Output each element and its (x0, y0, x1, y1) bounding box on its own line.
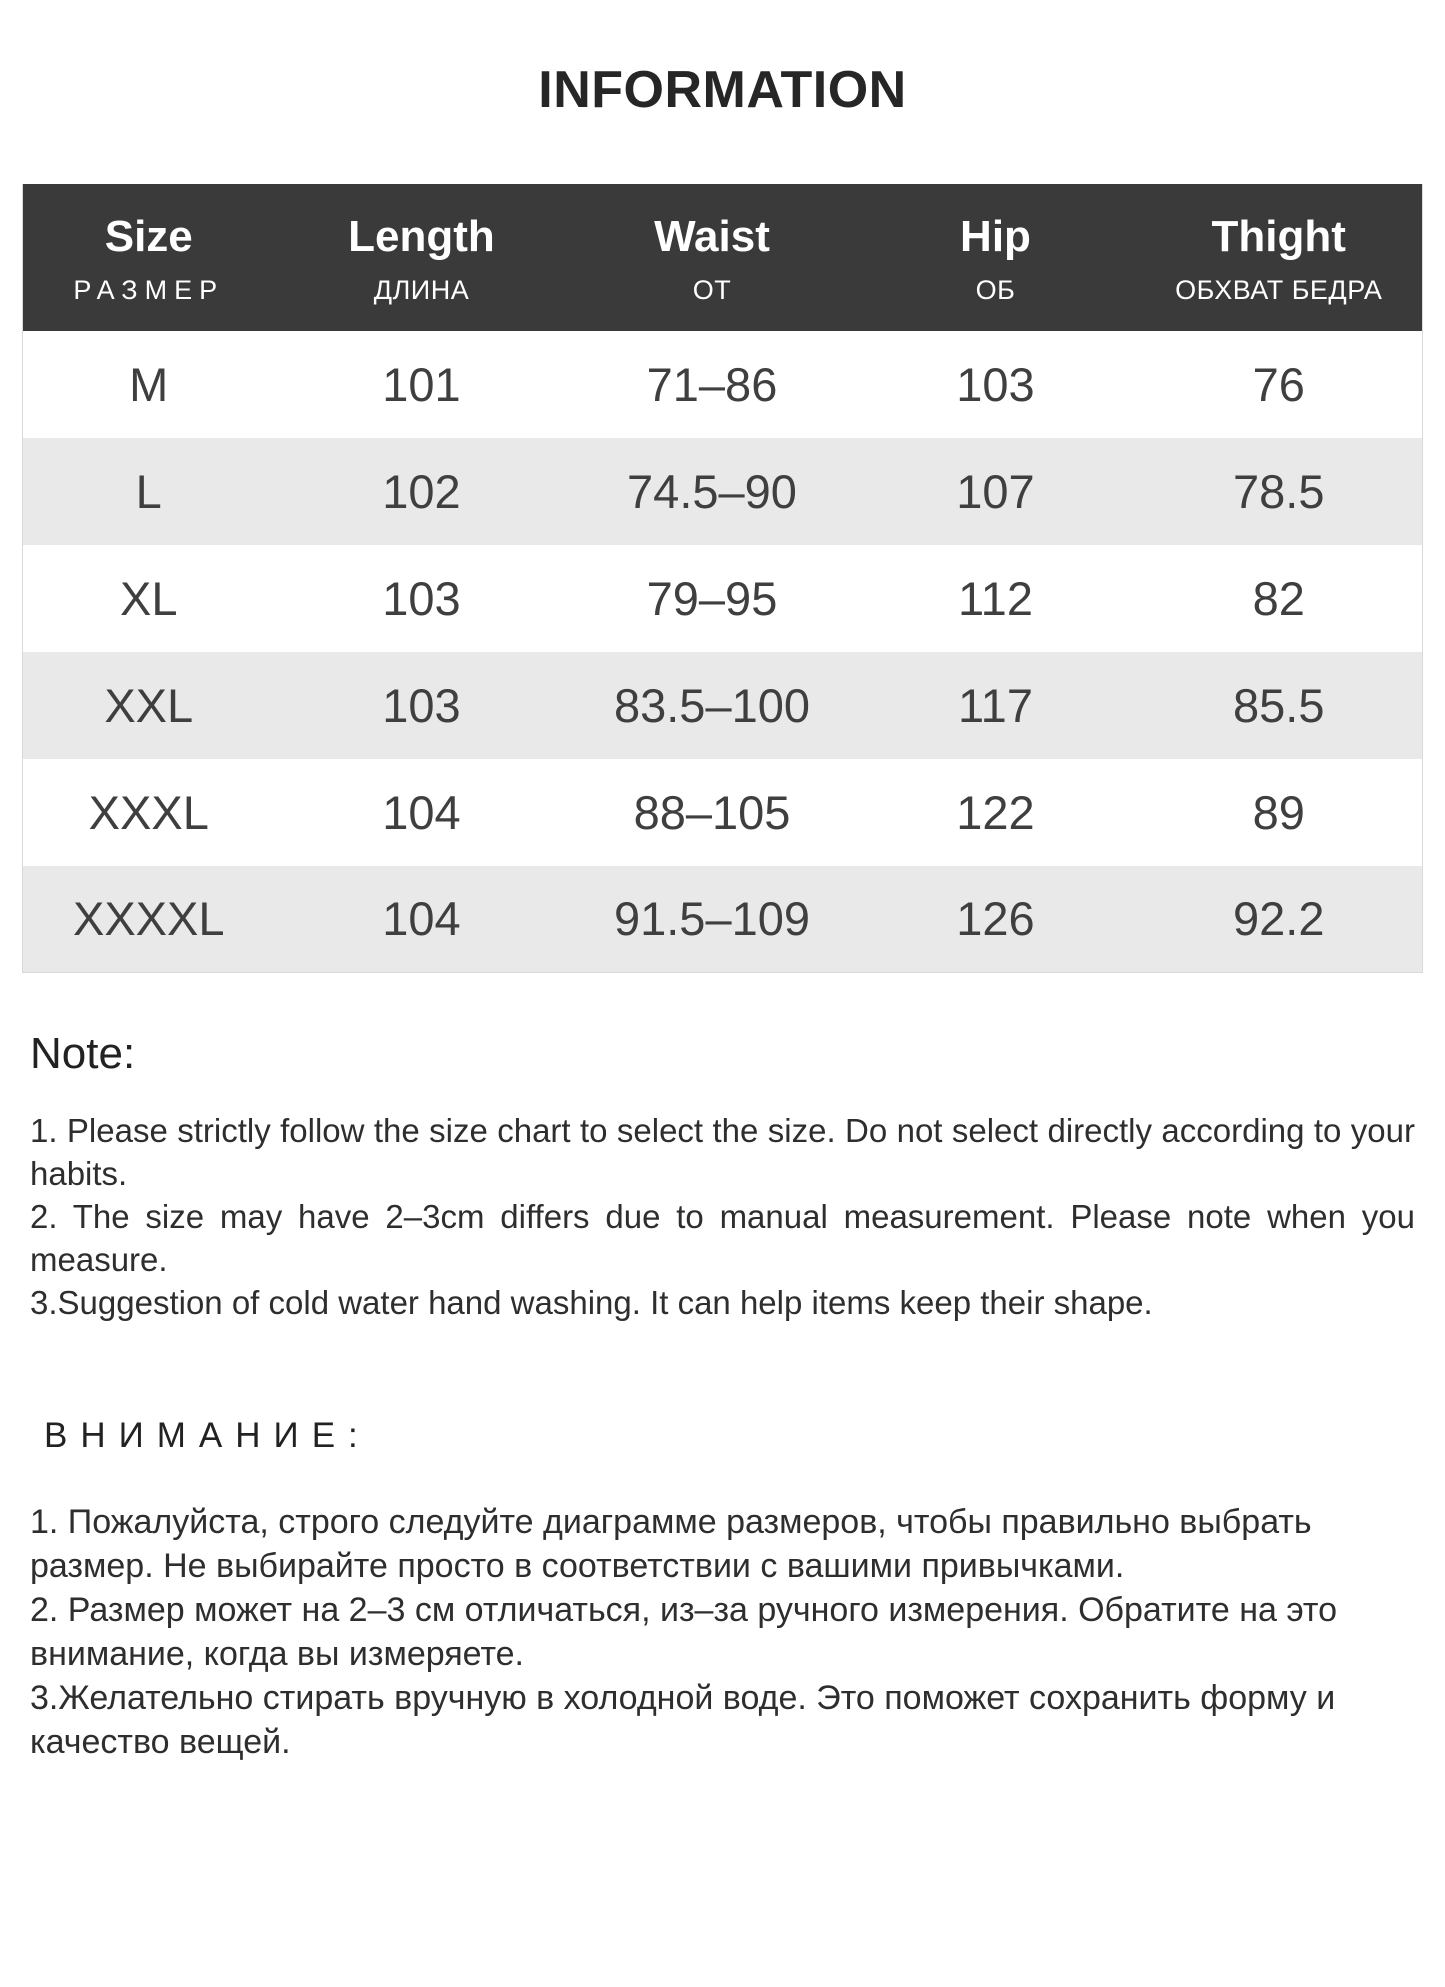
size-label-cell: XL (120, 571, 178, 625)
table-row: XL 103 79–95 112 82 (22, 544, 1423, 652)
measurement-cell: 89 (1252, 785, 1305, 839)
notes-english-heading: Note: (30, 1029, 136, 1079)
measurement-cell: 74.5–90 (627, 464, 797, 518)
measurement-cell: 104 (382, 785, 461, 839)
size-label-cell: XXXXL (72, 892, 225, 946)
column-header-thight: Thight ОБХВАТ БЕДРА (1135, 184, 1423, 331)
note-item-en-1: 1. Please strictly follow the size chart… (30, 1112, 1415, 1193)
note-item-ru-3: 3.Желательно стирать вручную в холодной … (30, 1679, 1336, 1762)
table-row: M 101 71–86 103 76 (22, 330, 1423, 438)
column-header-length-en: Length (348, 212, 495, 261)
measurement-cell: 126 (956, 892, 1035, 946)
measurement-cell: 103 (956, 357, 1035, 411)
table-row: XXXL 104 88–105 122 89 (22, 758, 1423, 866)
size-label-cell: XXXL (88, 785, 209, 839)
measurement-cell: 85.5 (1233, 678, 1325, 732)
notes-russian-heading: ВНИМАНИЕ: (44, 1416, 371, 1456)
column-header-hip-ru: ОБ (975, 275, 1016, 306)
measurement-cell: 107 (956, 464, 1035, 518)
measurement-cell: 104 (382, 892, 461, 946)
table-row: XXL 103 83.5–100 117 85.5 (22, 651, 1423, 759)
size-info-page: INFORMATION Size РАЗМЕР Length ДЛИНА Wai… (0, 60, 1445, 1987)
measurement-cell: 83.5–100 (613, 678, 811, 732)
notes-english: Note: 1. Please strictly follow the size… (30, 1029, 1415, 1324)
note-item-en-2: 2. The size may have 2–3cm differs due t… (30, 1198, 1415, 1279)
measurement-cell: 112 (958, 571, 1033, 625)
measurement-cell: 82 (1252, 571, 1305, 625)
column-header-waist-ru: ОТ (692, 275, 732, 306)
measurement-cell: 102 (382, 464, 461, 518)
measurement-cell: 71–86 (646, 357, 778, 411)
column-header-waist-en: Waist (654, 212, 770, 261)
note-item-ru-2: 2. Размер может на 2–3 см отличаться, из… (30, 1591, 1338, 1674)
column-header-hip: Hip ОБ (855, 184, 1136, 331)
column-header-thight-ru: ОБХВАТ БЕДРА (1175, 275, 1383, 306)
column-header-size-ru: РАЗМЕР (73, 275, 225, 306)
measurement-cell: 76 (1252, 357, 1305, 411)
table-row: XXXXL 104 91.5–109 126 92.2 (22, 865, 1423, 973)
column-header-size-en: Size (104, 212, 193, 261)
notes-russian: ВНИМАНИЕ: 1. Пожалуйста, строго следуйте… (30, 1416, 1415, 1764)
table-row: L 102 74.5–90 107 78.5 (22, 437, 1423, 545)
table-header-row: Size РАЗМЕР Length ДЛИНА Waist ОТ Hip ОБ… (22, 184, 1423, 331)
note-item-en-3: 3.Suggestion of cold water hand washing.… (30, 1284, 1153, 1322)
note-item-ru-1: 1. Пожалуйста, строго следуйте диаграмме… (30, 1503, 1312, 1586)
measurement-cell: 103 (382, 571, 461, 625)
column-header-length: Length ДЛИНА (274, 184, 569, 331)
measurement-cell: 117 (958, 678, 1033, 732)
column-header-length-ru: ДЛИНА (373, 275, 470, 306)
measurement-cell: 78.5 (1233, 464, 1325, 518)
measurement-cell: 122 (956, 785, 1035, 839)
size-label-cell: L (135, 464, 162, 518)
column-header-waist: Waist ОТ (568, 184, 856, 331)
measurement-cell: 101 (382, 357, 461, 411)
column-header-hip-en: Hip (960, 212, 1031, 261)
page-title: INFORMATION (538, 61, 907, 119)
size-table-body: M 101 71–86 103 76 L 102 74.5–90 107 78.5 XL 103 79–… (22, 330, 1423, 973)
size-label-cell: M (129, 357, 169, 411)
size-chart-table: Size РАЗМЕР Length ДЛИНА Waist ОТ Hip ОБ… (22, 184, 1423, 974)
measurement-cell: 79–95 (646, 571, 778, 625)
measurement-cell: 92.2 (1233, 892, 1325, 946)
measurement-cell: 91.5–109 (613, 892, 811, 946)
size-label-cell: XXL (104, 678, 194, 732)
column-header-thight-en: Thight (1211, 212, 1346, 261)
measurement-cell: 103 (382, 678, 461, 732)
measurement-cell: 88–105 (633, 785, 791, 839)
column-header-size: Size РАЗМЕР (22, 184, 275, 331)
